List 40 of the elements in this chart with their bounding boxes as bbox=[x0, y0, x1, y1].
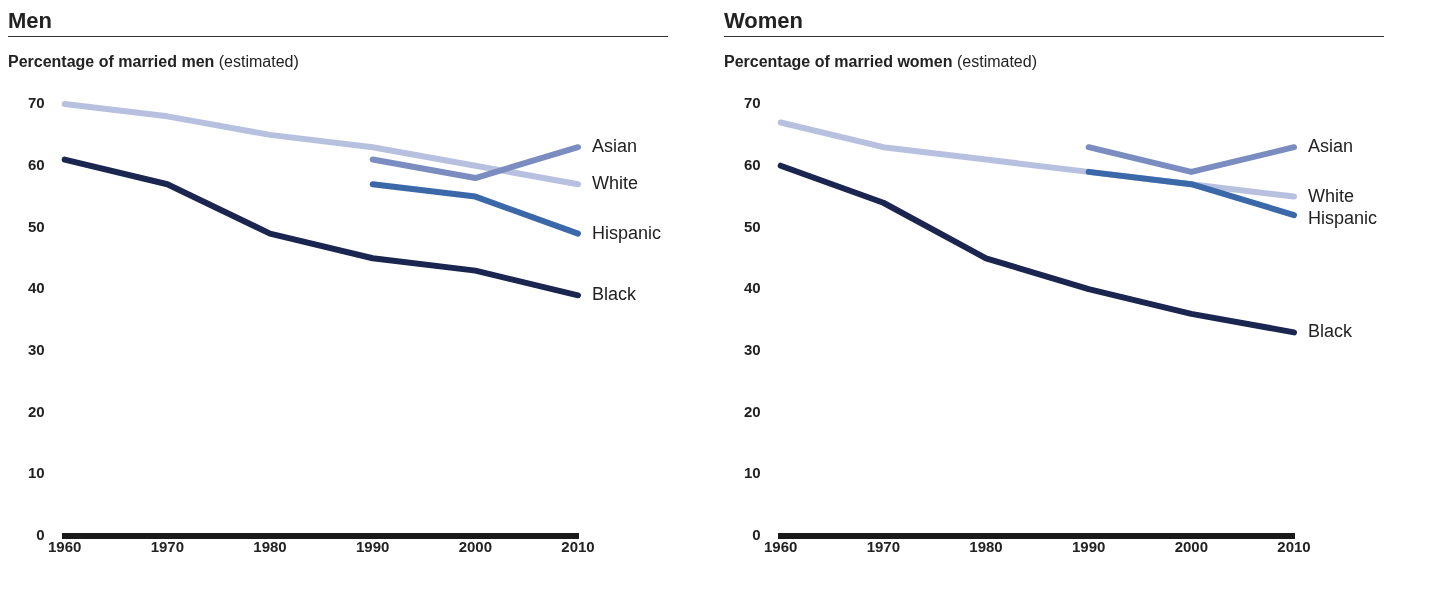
x-tick-label: 1990 bbox=[355, 538, 390, 556]
chart-title: Men bbox=[8, 8, 668, 37]
x-tick-label: 1980 bbox=[969, 538, 1003, 556]
y-tick-label: 10 bbox=[744, 464, 761, 482]
y-tick-label: 30 bbox=[28, 341, 45, 358]
x-tick-label: 2000 bbox=[1174, 538, 1209, 556]
x-tick-label: 1960 bbox=[764, 538, 798, 556]
series-label: White bbox=[1308, 185, 1355, 206]
chart-title: Women bbox=[724, 8, 1384, 37]
y-axis-title: Percentage of married women (estimated) bbox=[724, 53, 1037, 70]
y-tick-label: 40 bbox=[28, 279, 45, 297]
y-tick-label: 60 bbox=[28, 155, 45, 173]
series-label: Asian bbox=[592, 136, 638, 157]
x-tick-label: 1980 bbox=[253, 538, 287, 556]
x-tick-label: 1990 bbox=[1071, 538, 1106, 556]
y-tick-label: 20 bbox=[744, 402, 761, 420]
series-label: Hispanic bbox=[592, 222, 662, 243]
series-label: White bbox=[592, 173, 639, 194]
series-label: Black bbox=[1308, 321, 1354, 342]
x-tick-label: 2010 bbox=[561, 538, 595, 556]
y-tick-label: 70 bbox=[28, 94, 45, 112]
y-tick-label: 20 bbox=[28, 402, 45, 420]
x-tick-label: 1970 bbox=[866, 538, 901, 556]
series-label: Black bbox=[592, 284, 638, 305]
y-tick-label: 10 bbox=[28, 464, 45, 482]
y-tick-label: 30 bbox=[744, 341, 761, 358]
y-tick-label: 0 bbox=[752, 526, 761, 544]
y-tick-label: 40 bbox=[744, 279, 761, 297]
x-tick-label: 1970 bbox=[150, 538, 185, 556]
x-tick-label: 1960 bbox=[48, 538, 82, 556]
y-tick-label: 50 bbox=[744, 217, 761, 235]
series-label: Hispanic bbox=[1308, 207, 1378, 228]
y-tick-label: 70 bbox=[744, 94, 761, 112]
y-axis-title: Percentage of married men (estimated) bbox=[8, 53, 299, 70]
y-tick-label: 50 bbox=[28, 217, 45, 235]
y-tick-label: 0 bbox=[36, 526, 45, 544]
y-tick-label: 60 bbox=[744, 155, 761, 173]
x-tick-label: 2000 bbox=[458, 538, 493, 556]
series-label: Asian bbox=[1308, 136, 1354, 157]
x-tick-label: 2010 bbox=[1277, 538, 1311, 556]
